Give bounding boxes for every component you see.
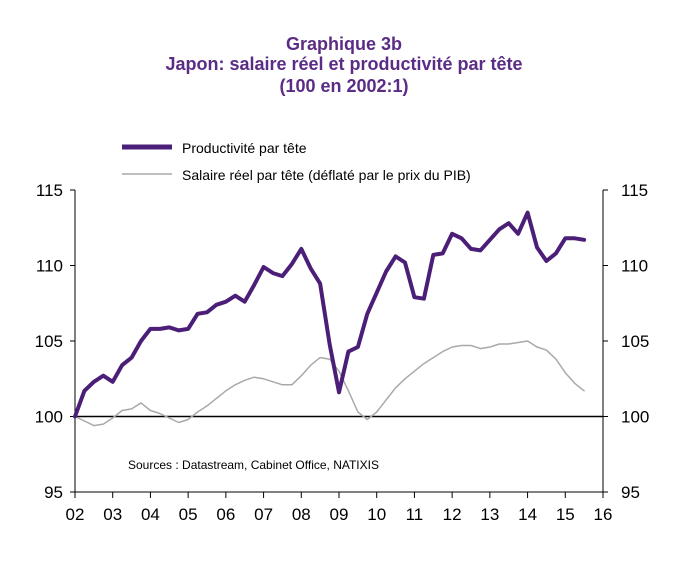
chart-title: Graphique 3b — [285, 34, 402, 54]
chart-subtitle: Japon: salaire réel et productivité par … — [165, 54, 523, 74]
y-tick-label-left: 100 — [35, 408, 63, 427]
x-tick-label: 05 — [179, 505, 198, 524]
x-tick-label: 10 — [367, 505, 386, 524]
x-tick-label: 02 — [66, 505, 85, 524]
y-tick-label-left: 95 — [44, 483, 63, 502]
axes: 95 95 100 100 105 105 110 110 115 115 02 03 04 05 06 07… — [35, 181, 650, 524]
chart-subtitle-base: (100 en 2002:1) — [279, 76, 409, 96]
y-tick-label-right: 95 — [621, 483, 640, 502]
x-tick-label: 04 — [141, 505, 160, 524]
y-tick-label-left: 115 — [36, 181, 63, 200]
x-tick-label: 13 — [480, 505, 499, 524]
plot-area — [73, 210, 603, 427]
x-tick-label: 08 — [292, 505, 311, 524]
x-tick-label: 14 — [518, 505, 537, 524]
x-tick-label: 12 — [443, 505, 462, 524]
y-tick-label-left: 110 — [36, 257, 63, 276]
series-productivite-line — [73, 210, 587, 419]
y-tick-label-left: 105 — [35, 332, 63, 351]
y-tick-label-right: 110 — [621, 257, 648, 276]
y-tick-label-right: 105 — [621, 332, 649, 351]
x-tick-label: 16 — [594, 505, 613, 524]
x-tick-label: 06 — [216, 505, 235, 524]
x-tick-label: 07 — [254, 505, 273, 524]
legend-label-productivite: Productivité par tête — [182, 140, 307, 156]
legend: Productivité par tête Salaire réel par t… — [122, 140, 471, 183]
y-tick-label-right: 100 — [621, 408, 649, 427]
legend-label-salaire: Salaire réel par tête (déflaté par le pr… — [182, 167, 471, 183]
x-tick-label: 11 — [406, 505, 424, 524]
sources-note: Sources : Datastream, Cabinet Office, NA… — [128, 458, 379, 472]
y-tick-label-right: 115 — [621, 181, 648, 200]
x-tick-label: 03 — [103, 505, 122, 524]
x-tick-label: 15 — [556, 505, 575, 524]
series-salaire-line — [74, 340, 585, 427]
x-tick-label: 09 — [330, 505, 349, 524]
